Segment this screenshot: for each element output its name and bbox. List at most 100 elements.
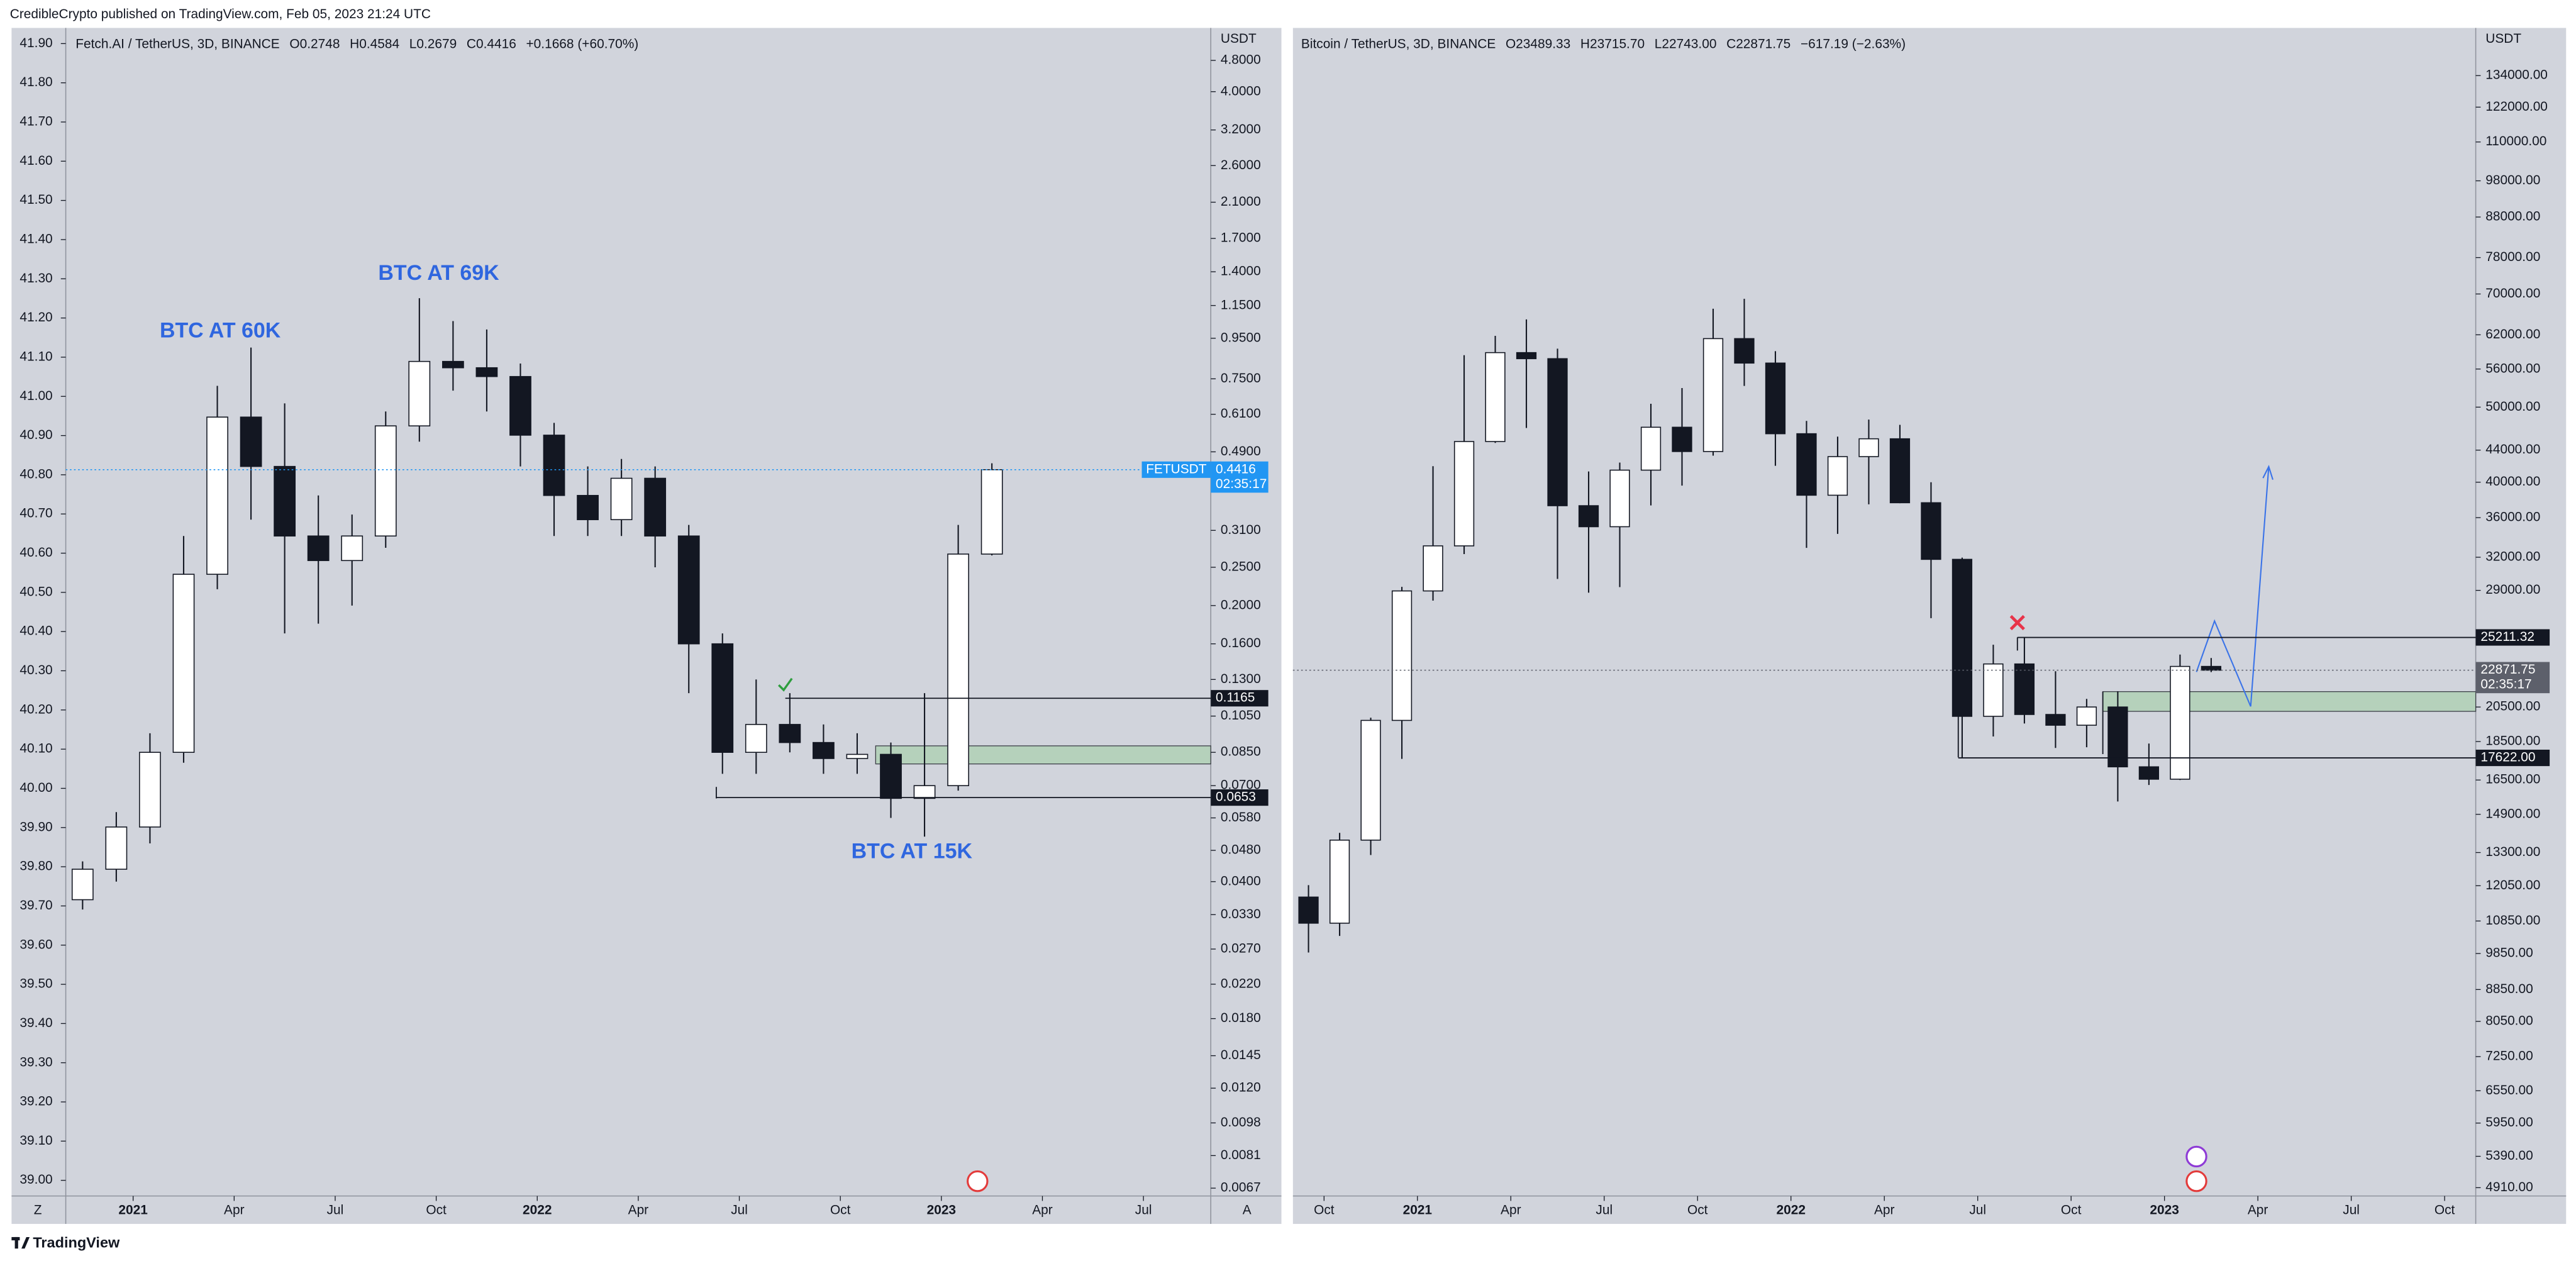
candle-body xyxy=(307,535,330,562)
x-tick-label: Apr xyxy=(1032,1203,1053,1218)
legend-value: H0.4584 xyxy=(350,36,399,51)
x-tick-label: Jul xyxy=(1969,1203,1986,1218)
candle-body xyxy=(274,465,296,537)
x-tick-label: 2021 xyxy=(118,1203,148,1218)
legend-value: +0.1668 (+60.70%) xyxy=(526,36,638,51)
y2-tick-label: 40.70 xyxy=(19,506,52,521)
candle-series xyxy=(71,298,1003,910)
x-tick-label: Apr xyxy=(224,1203,245,1218)
y-tick-label: 0.9500 xyxy=(1221,330,1261,345)
y-tick-label: 0.6100 xyxy=(1221,406,1261,421)
legend-value: L22743.00 xyxy=(1655,36,1717,51)
y-tick-label: 0.4900 xyxy=(1221,444,1261,458)
x-tick-label: Oct xyxy=(1687,1203,1708,1218)
y-tick-label: 0.0330 xyxy=(1221,907,1261,921)
right-pane xyxy=(1292,28,2567,1225)
y-tick-label: 0.0270 xyxy=(1221,942,1261,956)
y-tick-label: 0.0850 xyxy=(1221,745,1261,759)
y2-tick-label: 41.60 xyxy=(19,153,52,168)
level-label: 25211.32 xyxy=(2480,630,2534,644)
candle-body xyxy=(913,785,936,799)
candle-body xyxy=(610,477,633,521)
level-label-box xyxy=(2475,749,2550,767)
candle-body xyxy=(1578,505,1599,528)
level-label-box xyxy=(1211,690,1269,707)
y-tick-label: 2.6000 xyxy=(1221,158,1261,172)
candle-body xyxy=(1298,896,1319,924)
level-label: 0.0653 xyxy=(1216,790,1256,804)
candle-body xyxy=(1796,433,1817,496)
y-tick-label: 0.0081 xyxy=(1221,1148,1261,1162)
y2-tick-label: 39.50 xyxy=(19,977,52,991)
left-pane xyxy=(11,28,1282,1225)
candle-body xyxy=(1983,663,2004,717)
event-icon[interactable] xyxy=(967,1170,989,1192)
corner-label: A xyxy=(1243,1203,1252,1218)
x-tick-label: Jul xyxy=(731,1203,748,1218)
last-price-label: 22871.75 xyxy=(2480,662,2535,677)
candle-body xyxy=(1921,502,1941,560)
y-tick-label: 18500.00 xyxy=(2485,734,2540,748)
candle-body xyxy=(543,435,565,496)
candle-body xyxy=(1453,441,1475,547)
candle-body xyxy=(1360,719,1381,841)
y-tick-label: 6550.00 xyxy=(2485,1083,2533,1097)
y-tick-label: 62000.00 xyxy=(2485,327,2540,342)
y-tick-label: 0.0067 xyxy=(1221,1180,1261,1195)
legend-value: C0.4416 xyxy=(467,36,516,51)
annotation: BTC AT 15K xyxy=(852,840,973,864)
candle-body xyxy=(1329,840,1350,924)
y2-tick-label: 41.00 xyxy=(19,389,52,403)
y-tick-label: 9850.00 xyxy=(2485,946,2533,960)
candle-body xyxy=(1889,438,1911,504)
axis-currency: USDT xyxy=(2485,31,2521,46)
symbol-box xyxy=(1141,461,1211,478)
y-tick-label: 0.0120 xyxy=(1221,1080,1261,1095)
candle-body xyxy=(172,574,195,753)
y2-tick-label: 41.40 xyxy=(19,231,52,246)
y-tick-label: 5390.00 xyxy=(2485,1148,2533,1163)
y-tick-label: 8050.00 xyxy=(2485,1014,2533,1028)
candle-body xyxy=(1423,545,1443,592)
logo-part xyxy=(14,1236,18,1249)
y-tick-label: 12050.00 xyxy=(2485,878,2540,892)
x-tick-label: Oct xyxy=(426,1203,447,1218)
y-tick-label: 0.2000 xyxy=(1221,597,1261,612)
y2-tick-label: 39.40 xyxy=(19,1016,52,1030)
candle-body xyxy=(374,425,397,537)
y2-tick-label: 40.10 xyxy=(19,742,52,756)
candle-body xyxy=(441,360,464,369)
y-tick-label: 78000.00 xyxy=(2485,250,2540,264)
symbol-label: FETUSDT xyxy=(1146,462,1206,476)
candle-body xyxy=(677,535,700,645)
demand-zone xyxy=(875,745,1211,765)
y2-tick-label: 39.20 xyxy=(19,1094,52,1109)
y2-tick-label: 41.30 xyxy=(19,271,52,286)
candle-body xyxy=(1609,469,1630,528)
last-price-box xyxy=(1211,461,1269,493)
candle-series xyxy=(1298,299,2222,953)
candle-body xyxy=(408,360,431,426)
projection-arrowhead xyxy=(2262,465,2273,481)
y2-tick-label: 39.90 xyxy=(19,819,52,834)
y2-tick-label: 40.00 xyxy=(19,780,52,795)
candle-body xyxy=(947,553,969,786)
y2-tick-label: 40.50 xyxy=(19,584,52,599)
event-icon[interactable] xyxy=(2185,1170,2207,1192)
y2-tick-label: 41.80 xyxy=(19,75,52,89)
y2-tick-label: 40.40 xyxy=(19,624,52,638)
countdown-label: 02:35:17 xyxy=(1216,477,1267,491)
annotation: BTC AT 60K xyxy=(160,319,281,343)
x-tick-label: Apr xyxy=(1501,1203,1521,1218)
logo-part xyxy=(21,1236,30,1249)
x-tick-label: 2021 xyxy=(1403,1203,1433,1218)
event-icon[interactable] xyxy=(2185,1145,2207,1168)
legend-value: C22871.75 xyxy=(1726,36,1790,51)
legend-value: −617.19 (−2.63%) xyxy=(1801,36,1906,51)
y2-tick-label: 39.10 xyxy=(19,1133,52,1148)
y-tick-label: 2.1000 xyxy=(1221,194,1261,209)
y-tick-label: 40000.00 xyxy=(2485,474,2540,489)
y-tick-label: 0.0700 xyxy=(1221,778,1261,792)
candle-body xyxy=(341,535,364,562)
y-tick-label: 1.1500 xyxy=(1221,297,1261,312)
